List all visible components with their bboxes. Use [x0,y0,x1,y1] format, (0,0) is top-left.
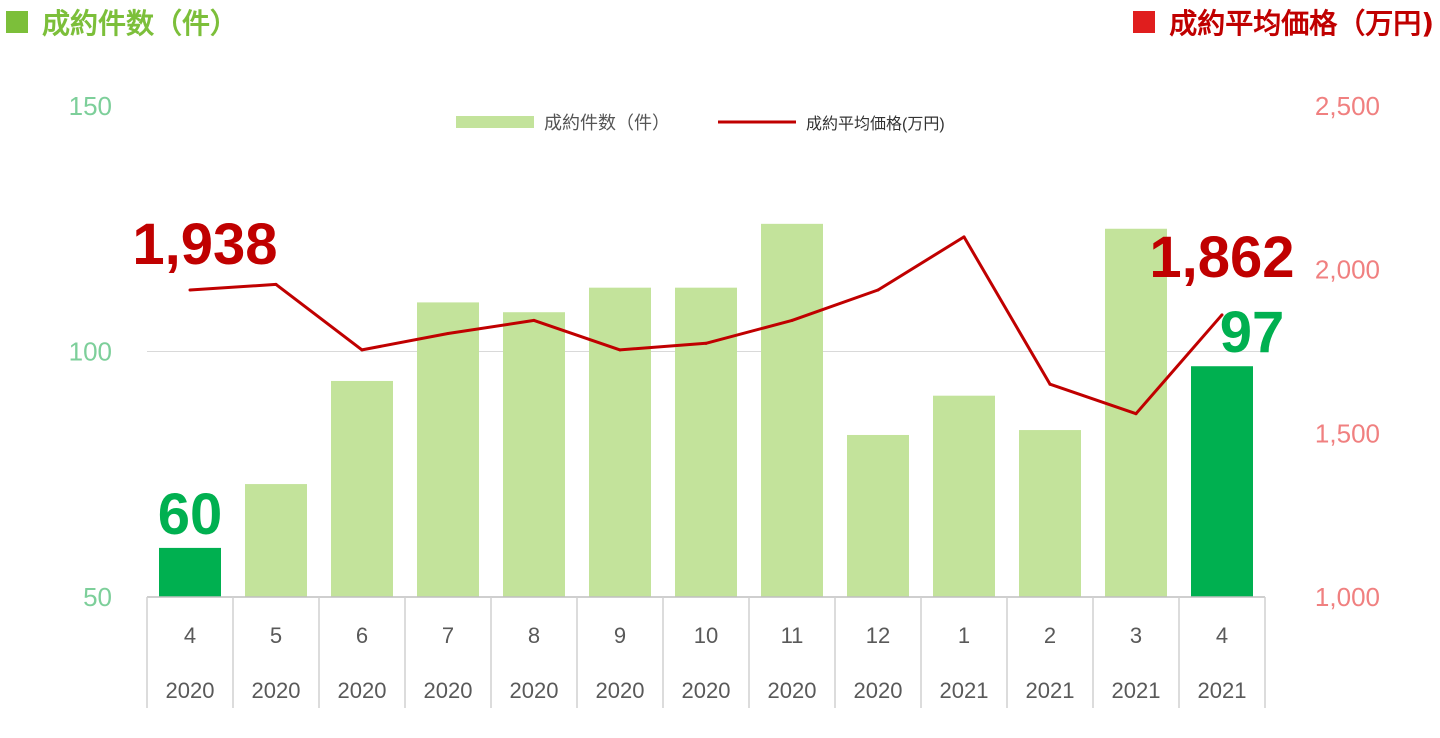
right-axis-tick-label: 2,000 [1315,255,1380,285]
right-axis-title: 成約平均価格（万円) [1133,2,1434,42]
green-square-icon [6,11,28,33]
x-tick-year: 2020 [338,678,387,703]
legend-line-label: 成約平均価格(万円) [806,115,945,133]
x-tick-month: 8 [528,623,540,648]
price-point-4 [532,318,536,322]
red-square-icon [1133,11,1156,33]
price-point-9 [962,235,966,239]
bar-data-label: 60 [158,482,223,547]
bar-7 [761,223,823,597]
bar-4 [503,312,565,597]
right-axis-tick-label: 1,000 [1315,582,1380,612]
x-tick-year: 2020 [596,678,645,703]
bar-6 [675,287,737,597]
x-tick-month: 5 [270,623,282,648]
x-tick-year: 2020 [166,678,215,703]
price-point-2 [360,348,364,352]
x-tick-month: 12 [866,623,890,648]
x-tick-year: 2020 [768,678,817,703]
price-point-12 [1220,313,1224,317]
line-data-label: 1,938 [132,212,277,277]
price-point-3 [446,331,450,335]
price-point-6 [704,341,708,345]
bar-3 [417,302,479,597]
left-axis-tick-label: 150 [69,91,112,121]
x-tick-month: 1 [958,623,970,648]
legend-bar-swatch [456,116,534,128]
left-axis-title: 成約件数（件） [6,2,238,42]
bar-12 [1191,366,1253,597]
x-tick-month: 4 [184,623,196,648]
price-point-10 [1048,382,1052,386]
bar-2 [331,380,393,597]
price-point-1 [274,282,278,286]
price-point-8 [876,288,880,292]
bar-10 [1019,430,1081,597]
bar-0 [159,547,221,597]
legend-bar-label: 成約件数（件） [544,113,670,133]
legend: 成約件数（件） 成約平均価格(万円) [456,113,945,133]
x-tick-month: 11 [781,623,804,648]
x-tick-year: 2020 [252,678,301,703]
left-axis-title-text: 成約件数（件） [42,7,239,40]
x-tick-year: 2021 [1198,678,1247,703]
bar-5 [589,287,651,597]
price-point-11 [1134,412,1138,416]
x-tick-year: 2021 [940,678,989,703]
bar-1 [245,484,307,597]
x-tick-month: 10 [694,623,718,648]
x-tick-month: 9 [614,623,626,648]
x-tick-year: 2020 [682,678,731,703]
x-tick-month: 2 [1044,623,1056,648]
bar-data-label: 97 [1220,300,1285,365]
right-axis-tick-label: 1,500 [1315,418,1380,448]
left-axis-tick-label: 50 [83,582,112,612]
left-axis-tick-label: 100 [69,337,112,367]
x-tick-year: 2020 [854,678,903,703]
right-axis-title-text: 成約平均価格（万円) [1169,7,1434,40]
x-tick-year: 2020 [510,678,559,703]
price-point-0 [188,288,192,292]
x-tick-month: 3 [1130,623,1142,648]
x-tick-year: 2020 [424,678,473,703]
axis-layer: 50 100 150 1,000 1,500 2,000 2,500 4 2020 5 2020 6 2… [69,91,1380,708]
x-tick-year: 2021 [1026,678,1075,703]
bar-8 [847,434,909,597]
price-point-7 [790,318,794,322]
line-data-label: 1,862 [1149,225,1294,290]
bars-layer [159,223,1253,597]
bar-9 [933,395,995,597]
x-tick-month: 6 [356,623,368,648]
x-tick-month: 4 [1216,623,1228,648]
data-labels-layer: 60 97 1,938 1,862 [132,212,1294,547]
right-axis-tick-label: 2,500 [1315,91,1380,121]
line-layer [188,235,1224,416]
price-point-5 [618,348,622,352]
x-tick-month: 7 [442,623,454,648]
x-tick-year: 2021 [1112,678,1161,703]
